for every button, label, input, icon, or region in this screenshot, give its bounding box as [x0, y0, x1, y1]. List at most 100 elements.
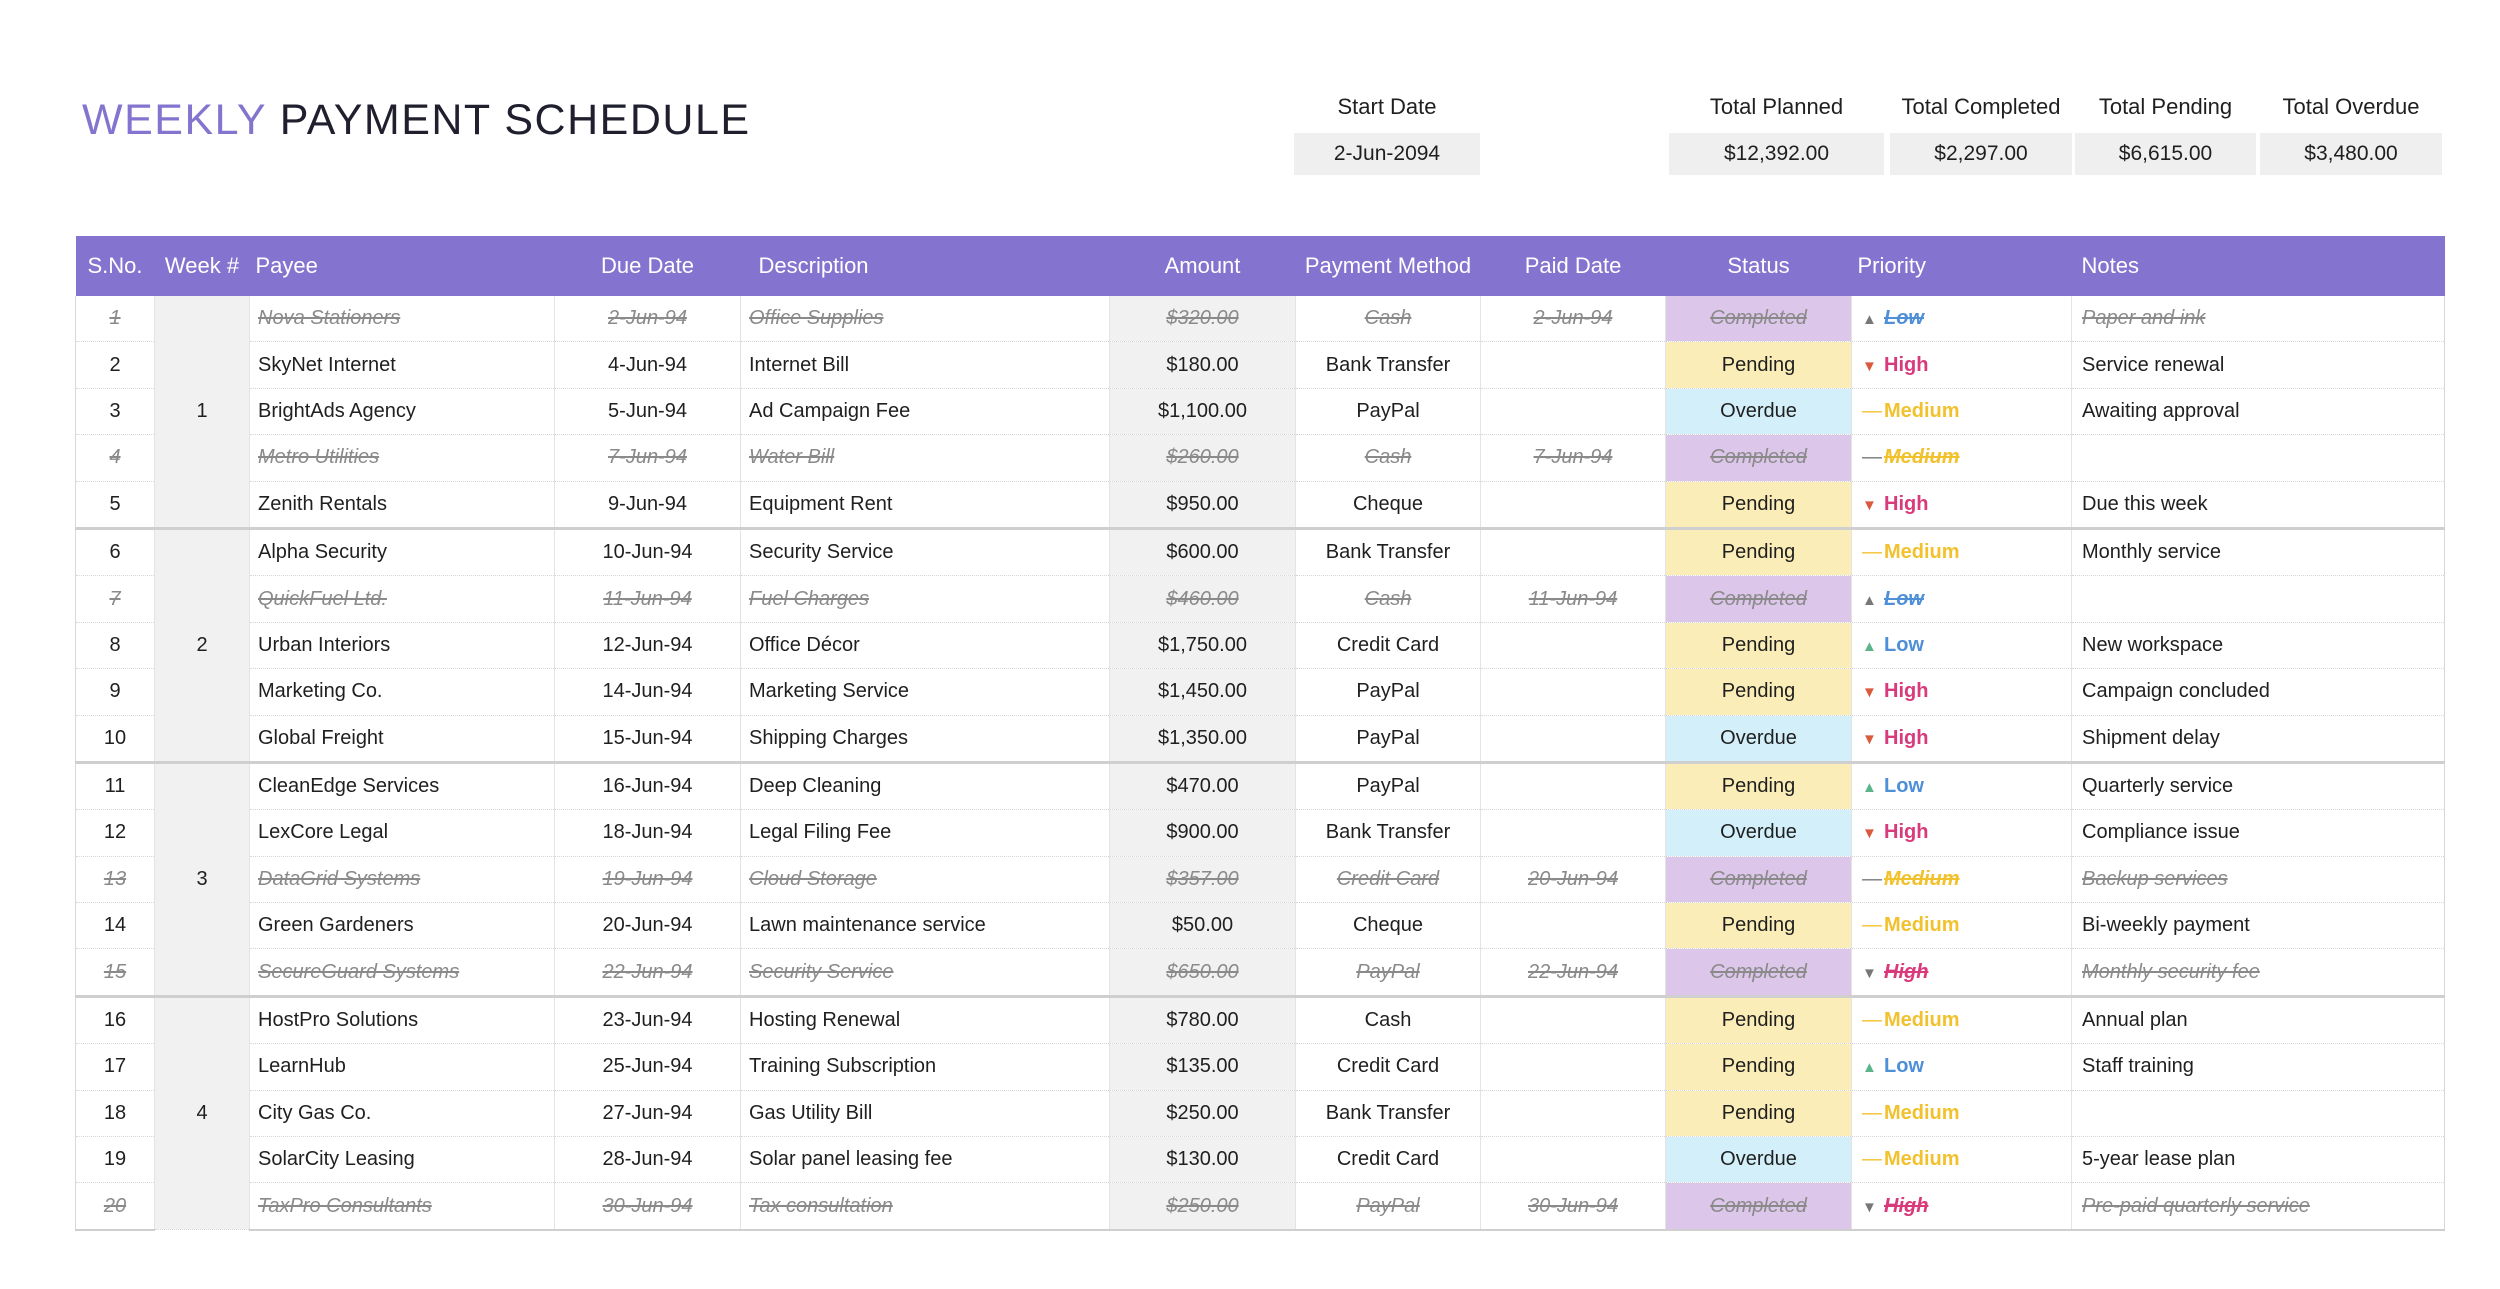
cell-payee[interactable]: DataGrid Systems: [249, 856, 555, 904]
cell-paid-date[interactable]: [1480, 481, 1666, 529]
cell-notes[interactable]: Quarterly service: [2071, 760, 2445, 811]
cell-paid-date[interactable]: [1480, 341, 1666, 389]
cell-notes[interactable]: [2071, 1090, 2445, 1138]
cell-description[interactable]: Cloud Storage: [740, 856, 1110, 904]
cell-paid-date[interactable]: [1480, 388, 1666, 436]
cell-due-date[interactable]: 4-Jun-94: [554, 341, 741, 389]
cell-payee[interactable]: TaxPro Consultants: [249, 1182, 555, 1231]
cell-amount[interactable]: $357.00: [1109, 856, 1296, 904]
cell-payment-method[interactable]: PayPal: [1295, 668, 1481, 716]
cell-payment-method[interactable]: Credit Card: [1295, 1043, 1481, 1091]
cell-payment-method[interactable]: PayPal: [1295, 1182, 1481, 1231]
cell-paid-date[interactable]: 7-Jun-94: [1480, 434, 1666, 482]
cell-payee[interactable]: CleanEdge Services: [249, 760, 555, 811]
status-badge[interactable]: Completed: [1665, 296, 1852, 343]
cell-due-date[interactable]: 14-Jun-94: [554, 668, 741, 716]
cell-priority[interactable]: ▼ High: [1851, 341, 2072, 389]
col-header-due-date[interactable]: Due Date: [554, 236, 741, 296]
cell-week[interactable]: 4: [154, 994, 250, 1231]
cell-due-date[interactable]: 23-Jun-94: [554, 994, 741, 1045]
cell-notes[interactable]: Paper and ink: [2071, 296, 2445, 343]
cell-amount[interactable]: $1,350.00: [1109, 715, 1296, 763]
cell-priority[interactable]: ▼ High: [1851, 809, 2072, 857]
cell-priority[interactable]: ▼ High: [1851, 948, 2072, 997]
cell-description[interactable]: Hosting Renewal: [740, 994, 1110, 1045]
cell-sno[interactable]: 11: [75, 760, 155, 811]
cell-payment-method[interactable]: Cash: [1295, 296, 1481, 343]
cell-week[interactable]: 1: [154, 296, 250, 529]
col-header-description[interactable]: Description: [740, 236, 1110, 296]
cell-payment-method[interactable]: Cheque: [1295, 481, 1481, 529]
cell-priority[interactable]: — Medium: [1851, 388, 2072, 436]
cell-description[interactable]: Ad Campaign Fee: [740, 388, 1110, 436]
cell-payee[interactable]: SkyNet Internet: [249, 341, 555, 389]
cell-notes[interactable]: Campaign concluded: [2071, 668, 2445, 716]
cell-payee[interactable]: City Gas Co.: [249, 1090, 555, 1138]
cell-amount[interactable]: $250.00: [1109, 1090, 1296, 1138]
cell-paid-date[interactable]: [1480, 760, 1666, 811]
cell-sno[interactable]: 12: [75, 809, 155, 857]
cell-description[interactable]: Security Service: [740, 948, 1110, 997]
cell-description[interactable]: Water Bill: [740, 434, 1110, 482]
cell-description[interactable]: Gas Utility Bill: [740, 1090, 1110, 1138]
cell-payee[interactable]: SecureGuard Systems: [249, 948, 555, 997]
cell-notes[interactable]: Awaiting approval: [2071, 388, 2445, 436]
cell-sno[interactable]: 18: [75, 1090, 155, 1138]
cell-payment-method[interactable]: Bank Transfer: [1295, 526, 1481, 577]
col-header-payee[interactable]: Payee: [249, 236, 555, 296]
status-badge[interactable]: Completed: [1665, 434, 1852, 482]
cell-payee[interactable]: Green Gardeners: [249, 902, 555, 950]
cell-sno[interactable]: 16: [75, 994, 155, 1045]
cell-priority[interactable]: ▲ Low: [1851, 622, 2072, 670]
cell-payment-method[interactable]: Credit Card: [1295, 622, 1481, 670]
cell-description[interactable]: Equipment Rent: [740, 481, 1110, 529]
status-badge[interactable]: Overdue: [1665, 388, 1852, 436]
cell-due-date[interactable]: 20-Jun-94: [554, 902, 741, 950]
cell-amount[interactable]: $780.00: [1109, 994, 1296, 1045]
status-badge[interactable]: Pending: [1665, 994, 1852, 1045]
cell-amount[interactable]: $50.00: [1109, 902, 1296, 950]
cell-sno[interactable]: 9: [75, 668, 155, 716]
status-badge[interactable]: Pending: [1665, 1043, 1852, 1091]
cell-sno[interactable]: 2: [75, 341, 155, 389]
cell-payee[interactable]: Marketing Co.: [249, 668, 555, 716]
col-header-priority[interactable]: Priority: [1851, 236, 2072, 296]
cell-description[interactable]: Office Supplies: [740, 296, 1110, 343]
cell-week[interactable]: 3: [154, 760, 250, 997]
cell-sno[interactable]: 4: [75, 434, 155, 482]
cell-sno[interactable]: 13: [75, 856, 155, 904]
status-badge[interactable]: Pending: [1665, 481, 1852, 529]
cell-due-date[interactable]: 11-Jun-94: [554, 575, 741, 623]
cell-sno[interactable]: 20: [75, 1182, 155, 1231]
cell-priority[interactable]: ▼ High: [1851, 1182, 2072, 1231]
cell-amount[interactable]: $470.00: [1109, 760, 1296, 811]
cell-notes[interactable]: Shipment delay: [2071, 715, 2445, 763]
col-header-sno[interactable]: S.No.: [75, 236, 155, 296]
cell-description[interactable]: Marketing Service: [740, 668, 1110, 716]
cell-description[interactable]: Training Subscription: [740, 1043, 1110, 1091]
cell-description[interactable]: Shipping Charges: [740, 715, 1110, 763]
cell-payee[interactable]: SolarCity Leasing: [249, 1136, 555, 1184]
cell-priority[interactable]: ▲ Low: [1851, 296, 2072, 343]
cell-payee[interactable]: Urban Interiors: [249, 622, 555, 670]
status-badge[interactable]: Completed: [1665, 948, 1852, 997]
col-header-week[interactable]: Week #: [154, 236, 250, 296]
cell-priority[interactable]: — Medium: [1851, 434, 2072, 482]
status-badge[interactable]: Overdue: [1665, 1136, 1852, 1184]
cell-sno[interactable]: 7: [75, 575, 155, 623]
cell-paid-date[interactable]: 2-Jun-94: [1480, 296, 1666, 343]
cell-paid-date[interactable]: [1480, 1043, 1666, 1091]
cell-description[interactable]: Lawn maintenance service: [740, 902, 1110, 950]
cell-paid-date[interactable]: [1480, 1136, 1666, 1184]
cell-week[interactable]: 2: [154, 526, 250, 763]
cell-amount[interactable]: $460.00: [1109, 575, 1296, 623]
cell-payee[interactable]: LearnHub: [249, 1043, 555, 1091]
cell-paid-date[interactable]: [1480, 622, 1666, 670]
cell-paid-date[interactable]: [1480, 668, 1666, 716]
cell-due-date[interactable]: 12-Jun-94: [554, 622, 741, 670]
cell-paid-date[interactable]: [1480, 715, 1666, 763]
cell-description[interactable]: Internet Bill: [740, 341, 1110, 389]
cell-amount[interactable]: $130.00: [1109, 1136, 1296, 1184]
status-badge[interactable]: Completed: [1665, 575, 1852, 623]
col-header-payment-method[interactable]: Payment Method: [1295, 236, 1481, 296]
